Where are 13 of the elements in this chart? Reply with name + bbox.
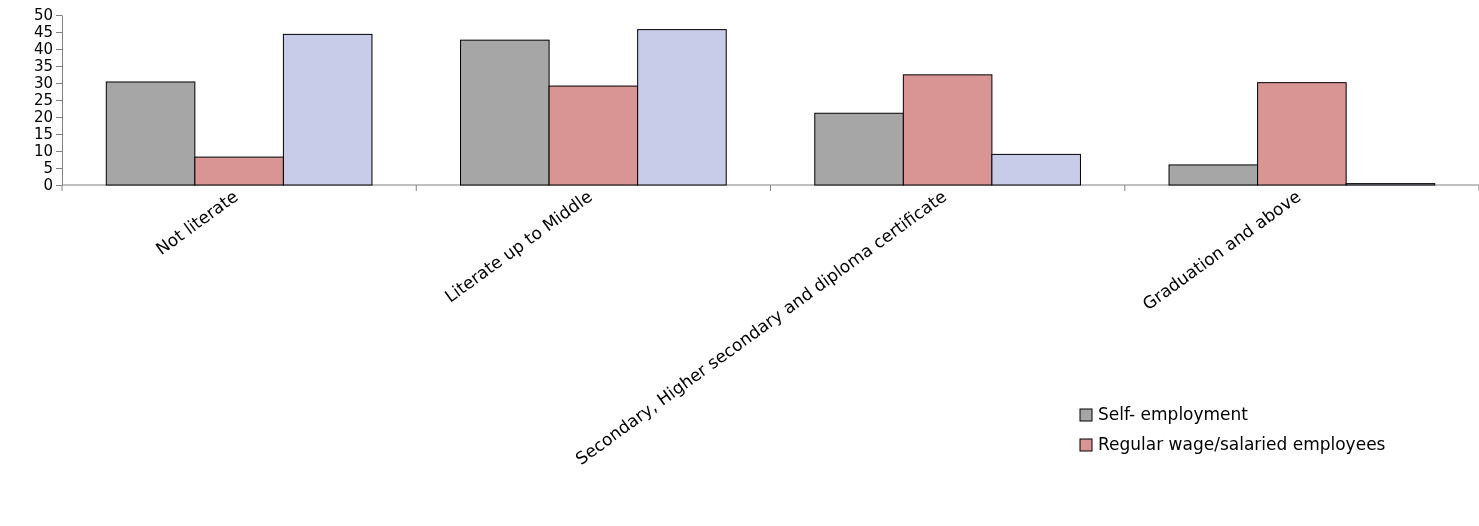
y-tick-label: 35 (33, 57, 53, 76)
y-tick-label: 40 (33, 40, 53, 59)
y-tick-label: 45 (33, 23, 53, 42)
y-tick-label: 20 (33, 108, 53, 127)
y-tick-label: 10 (33, 142, 53, 161)
y-tick-label: 30 (33, 74, 53, 93)
y-tick-label: 5 (43, 159, 53, 178)
y-tick-label: 25 (33, 91, 53, 110)
y-tick-label: 0 (43, 176, 53, 195)
y-tick-label: 50 (33, 6, 53, 25)
y-tick-label: 15 (33, 125, 53, 144)
legend-label: Self- employment (1098, 404, 1249, 424)
legend-label: Regular wage/salaried employees (1098, 434, 1386, 454)
